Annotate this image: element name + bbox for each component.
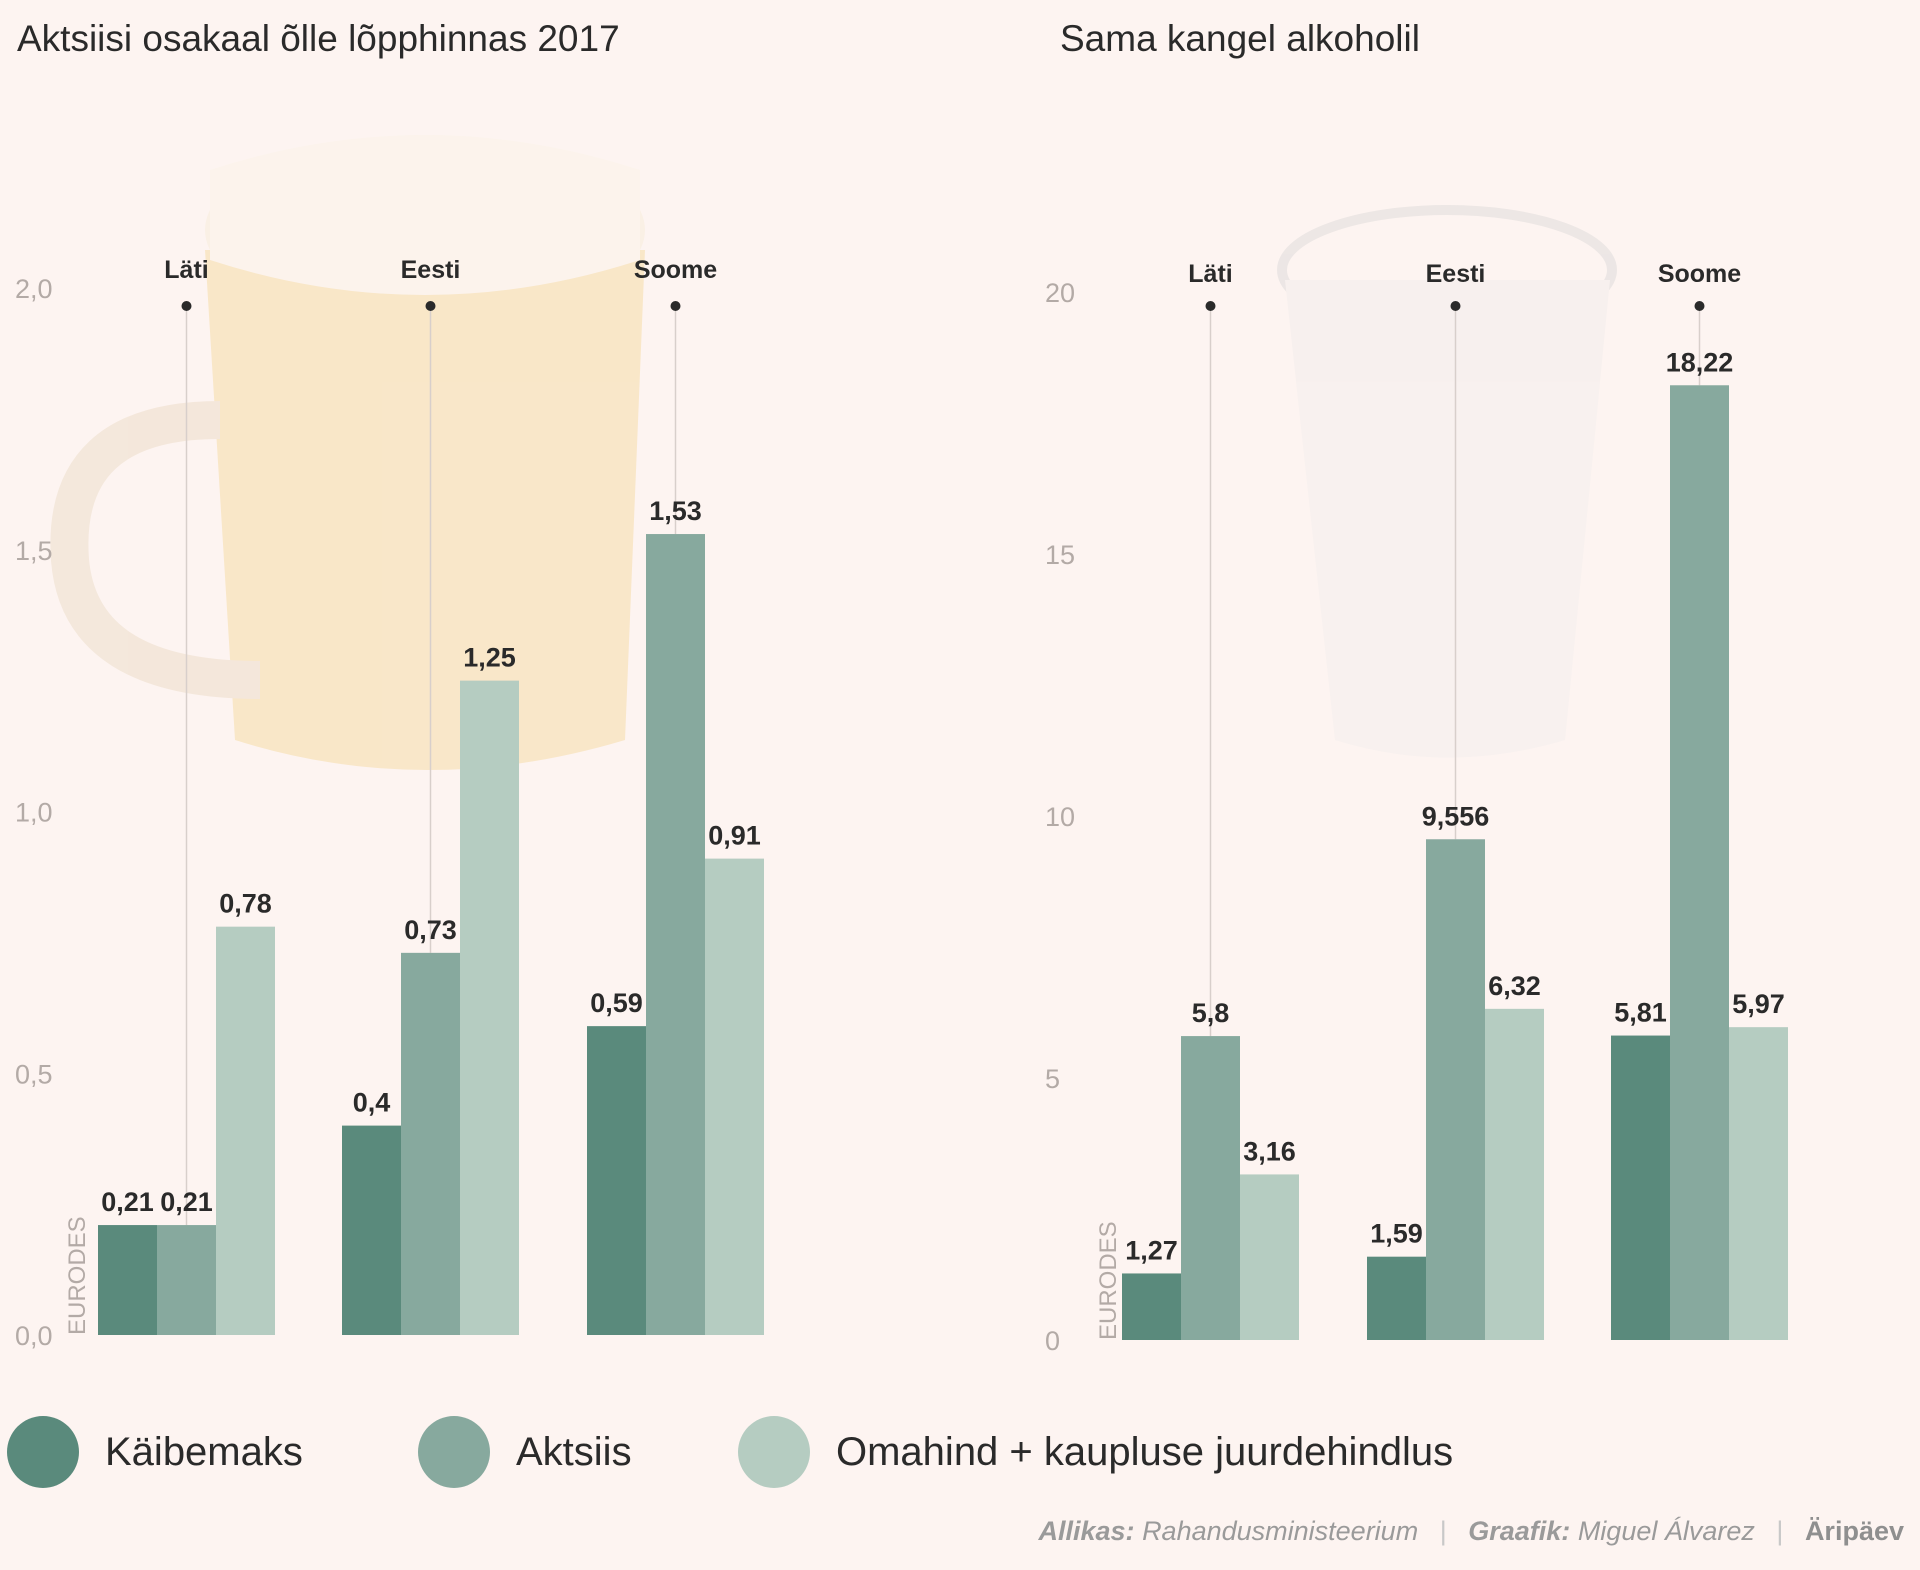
y-tick-label: 10	[1045, 802, 1075, 832]
bar	[1611, 1035, 1670, 1340]
bar	[1181, 1036, 1240, 1340]
data-label: 0,4	[353, 1088, 391, 1118]
bar	[401, 952, 460, 1335]
category-dot	[181, 301, 192, 311]
shot-glass-illustration	[1277, 205, 1617, 758]
y-tick-label: 0,0	[15, 1321, 53, 1351]
bar	[216, 926, 275, 1335]
bar	[587, 1026, 646, 1335]
graphic-label: Graafik:	[1468, 1516, 1571, 1546]
bar	[1729, 1027, 1788, 1340]
data-label: 5,97	[1732, 989, 1785, 1019]
y-tick-label: 1,0	[15, 798, 53, 828]
data-label: 9,556	[1422, 801, 1490, 831]
category-label: Eesti	[401, 256, 461, 284]
charts-canvas: 0,0 0,5 1,0 1,5 2,0 EURODES Läti 0,21 0,21 0,78 Ee…	[15, 135, 1788, 1356]
legend-label: Omahind + kaupluse juurdehindlus	[836, 1429, 1454, 1474]
legend-label: Käibemaks	[105, 1429, 303, 1474]
category-dot	[670, 301, 681, 311]
data-label: 1,59	[1370, 1219, 1423, 1249]
legend-swatch	[418, 1416, 490, 1488]
data-label: 1,53	[649, 496, 702, 526]
beer-mug-illustration	[50, 135, 645, 770]
y-tick-label: 15	[1045, 540, 1075, 570]
footer-credits: Allikas: Rahandusministeerium | Graafik:…	[1038, 1516, 1905, 1546]
legend-label: Aktsiis	[516, 1429, 632, 1474]
category-dot	[425, 301, 436, 311]
category-label: Läti	[1188, 260, 1232, 288]
bar	[705, 858, 764, 1335]
legend-swatch	[7, 1416, 79, 1488]
data-label: 0,59	[590, 988, 643, 1018]
data-label: 3,16	[1243, 1136, 1296, 1166]
y-tick-label: 0,5	[15, 1059, 53, 1089]
data-label: 0,78	[219, 889, 272, 919]
data-label: 0,21	[101, 1187, 154, 1217]
chart-title-beer: Aktsiisi osakaal õlle lõpphinnas 2017	[17, 18, 620, 59]
y-tick-label: 0	[1045, 1326, 1060, 1356]
data-label: 5,8	[1192, 998, 1230, 1028]
category-label: Soome	[634, 256, 717, 284]
spirits-chart: 0 5 10 15 20 EURODES Läti 1,27 5,8 3,16 Eesti 1,59 9…	[1045, 260, 1788, 1356]
chart-title-spirits: Sama kangel alkoholil	[1060, 18, 1420, 59]
source: Rahandusministeerium	[1142, 1516, 1419, 1546]
category-dot	[1694, 301, 1705, 311]
bar	[1122, 1273, 1181, 1340]
category-label: Läti	[164, 256, 208, 284]
legend-item-kaibemaks: Käibemaks	[7, 1416, 303, 1488]
data-label: 1,27	[1125, 1235, 1178, 1265]
legend-swatch	[738, 1416, 810, 1488]
bar	[1426, 839, 1485, 1340]
data-label: 0,91	[708, 821, 761, 851]
category-label: Eesti	[1426, 260, 1486, 288]
data-label: 0,73	[404, 915, 457, 945]
bar	[342, 1125, 401, 1335]
bar	[1240, 1174, 1299, 1340]
bar	[98, 1225, 157, 1335]
bar	[1485, 1008, 1544, 1340]
data-label: 0,21	[160, 1187, 213, 1217]
data-label: 1,25	[463, 643, 516, 673]
bar	[1670, 385, 1729, 1341]
beer-chart: 0,0 0,5 1,0 1,5 2,0 EURODES Läti 0,21 0,21 0,78 Ee…	[15, 256, 764, 1351]
graphic-author: Miguel Álvarez	[1577, 1516, 1755, 1546]
data-label: 5,81	[1614, 998, 1667, 1028]
legend-item-aktsiis: Aktsiis	[418, 1416, 632, 1488]
brand-logo: Äripäev	[1804, 1516, 1904, 1546]
category-label: Soome	[1658, 260, 1741, 288]
y-tick-label: 5	[1045, 1064, 1060, 1094]
legend-item-omahind: Omahind + kaupluse juurdehindlus	[738, 1416, 1453, 1488]
source-label: Allikas:	[1038, 1516, 1135, 1546]
bar	[460, 680, 519, 1335]
data-label: 6,32	[1488, 971, 1541, 1001]
category-dot	[1205, 301, 1216, 311]
y-axis-label: EURODES	[1095, 1221, 1122, 1340]
data-label: 18,22	[1666, 347, 1734, 377]
bar	[646, 534, 705, 1335]
y-tick-label: 1,5	[15, 536, 53, 566]
bar	[1367, 1256, 1426, 1340]
category-dot	[1450, 301, 1461, 311]
bar	[157, 1225, 216, 1335]
y-tick-label: 2,0	[15, 274, 53, 304]
y-tick-label: 20	[1045, 278, 1075, 308]
y-axis-label: EURODES	[64, 1216, 91, 1335]
